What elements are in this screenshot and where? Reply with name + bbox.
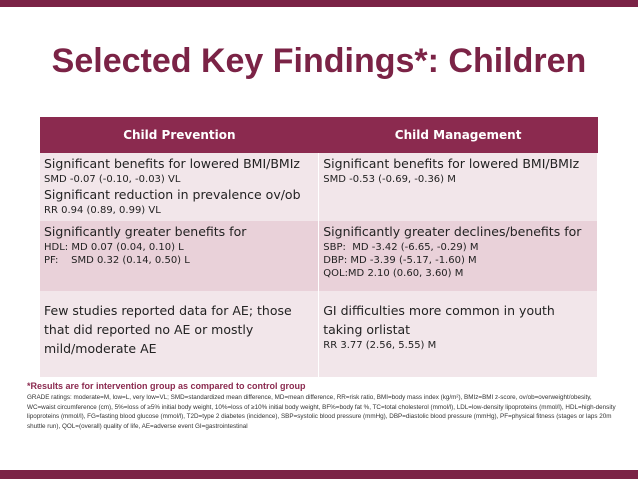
- column-header: Child Management: [318, 117, 598, 153]
- finding-detail: QOL:MD 2.10 (0.60, 3.60) M: [323, 268, 464, 279]
- finding: Significant benefits for lowered BMI/BMI…: [44, 156, 300, 171]
- finding-detail: PF: SMD 0.32 (0.14, 0.50) L: [44, 255, 190, 266]
- finding-detail: SMD -0.07 (-0.10, -0.03) VL: [44, 174, 181, 185]
- finding: Significant benefits for lowered BMI/BMI…: [323, 156, 580, 171]
- table-cell: Significant benefits for lowered BMI/BMI…: [318, 153, 598, 221]
- footnote: *Results are for intervention group as c…: [27, 381, 306, 391]
- finding-detail: RR 3.77 (2.56, 5.55) M: [323, 340, 437, 351]
- table-cell: GI difficulties more common in youth tak…: [318, 291, 598, 377]
- table-row: Significant benefits for lowered BMI/BMI…: [40, 153, 598, 221]
- slide-title: Selected Key Findings*: Children: [51, 42, 587, 80]
- finding-detail: DBP: MD -3.39 (-5.17, -1.60) M: [323, 255, 477, 266]
- findings-table: Child Prevention Child Management Signific…: [40, 117, 598, 377]
- finding: Significantly greater benefits for: [44, 224, 247, 239]
- finding-detail: RR 0.94 (0.89, 0.99) VL: [44, 205, 161, 216]
- glossary: GRADE ratings: moderate=M, low=L, very l…: [27, 394, 616, 430]
- finding: Significant reduction in prevalence ov/o…: [44, 187, 301, 202]
- finding: GI difficulties more common in youth tak…: [323, 303, 555, 337]
- finding-detail: HDL: MD 0.07 (0.04, 0.10) L: [44, 242, 184, 253]
- table-row: Few studies reported data for AE; those …: [40, 291, 598, 377]
- top-bar: [0, 0, 638, 7]
- column-header: Child Prevention: [40, 117, 319, 153]
- finding: Few studies reported data for AE; those …: [44, 303, 292, 356]
- table-cell: Significant benefits for lowered BMI/BMI…: [40, 153, 320, 221]
- finding: Significantly greater declines/benefits …: [323, 224, 582, 239]
- table-row: Significantly greater benefits for HDL: M…: [40, 221, 598, 291]
- table-cell: Significantly greater declines/benefits …: [318, 221, 598, 291]
- finding-detail: SMD -0.53 (-0.69, -0.36) M: [323, 174, 456, 185]
- finding-detail: SBP: MD -3.42 (-6.65, -0.29) M: [323, 242, 479, 253]
- bottom-bar: [0, 470, 638, 479]
- table-cell: Few studies reported data for AE; those …: [40, 291, 320, 377]
- table-cell: Significantly greater benefits for HDL: M…: [40, 221, 320, 291]
